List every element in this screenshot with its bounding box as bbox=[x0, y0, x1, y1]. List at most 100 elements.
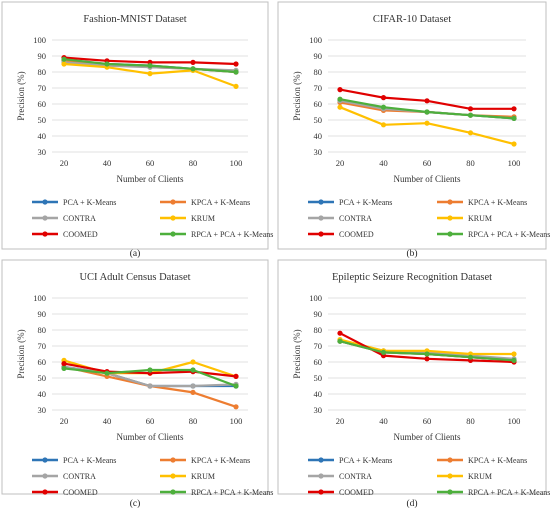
legend-label: RPCA + PCA + K-Means bbox=[191, 230, 273, 239]
data-point bbox=[104, 370, 110, 376]
data-point bbox=[380, 122, 387, 128]
data-point bbox=[233, 383, 239, 389]
chart-panel-c: UCI Adult Census Dataset 30 40 50 60 70 80 90 10… bbox=[1, 259, 273, 509]
legend-label: KRUM bbox=[191, 214, 215, 223]
y-axis-title: Precision (%) bbox=[16, 329, 26, 378]
y-tick-label: 70 bbox=[314, 83, 323, 93]
x-axis-title: Number of Clients bbox=[117, 432, 184, 442]
data-point bbox=[467, 130, 474, 136]
y-tick-label: 80 bbox=[314, 67, 323, 77]
legend-marker bbox=[170, 215, 176, 221]
legend-label: KRUM bbox=[468, 472, 492, 481]
x-tick-label: 20 bbox=[60, 416, 69, 426]
data-point bbox=[380, 104, 387, 110]
y-tick-label: 50 bbox=[38, 115, 47, 125]
data-point bbox=[61, 365, 67, 371]
legend-label: CONTRA bbox=[339, 472, 372, 481]
legend-label: CONTRA bbox=[339, 214, 372, 223]
x-tick-label: 60 bbox=[423, 416, 432, 426]
y-tick-label: 50 bbox=[314, 373, 323, 383]
legend-label: COOMED bbox=[339, 488, 374, 497]
legend-marker bbox=[447, 199, 453, 205]
y-tick-label: 90 bbox=[38, 51, 47, 61]
x-tick-label: 40 bbox=[103, 416, 112, 426]
data-point bbox=[424, 109, 430, 115]
x-axis-title: Number of Clients bbox=[117, 174, 184, 184]
data-point bbox=[380, 95, 387, 101]
y-tick-label: 60 bbox=[314, 99, 323, 109]
x-axis-title: Number of Clients bbox=[394, 432, 461, 442]
x-tick-label: 40 bbox=[103, 158, 112, 168]
x-tick-label: 80 bbox=[189, 158, 198, 168]
legend-marker bbox=[170, 473, 176, 479]
data-point bbox=[467, 354, 474, 360]
x-tick-label: 20 bbox=[336, 416, 345, 426]
legend-label: PCA + K-Means bbox=[63, 198, 116, 207]
y-tick-label: 60 bbox=[38, 99, 47, 109]
x-tick-label: 20 bbox=[336, 158, 345, 168]
y-tick-label: 90 bbox=[314, 309, 323, 319]
chart-panel-a: Fashion-MNIST Dataset 30 40 50 60 70 80 90 100 20… bbox=[1, 1, 273, 259]
y-tick-label: 70 bbox=[38, 341, 47, 351]
data-point bbox=[424, 98, 430, 104]
legend-label: KPCA + K-Means bbox=[468, 456, 527, 465]
y-tick-label: 70 bbox=[38, 83, 47, 93]
data-point bbox=[511, 357, 517, 363]
chart-title: UCI Adult Census Dataset bbox=[79, 272, 190, 283]
data-point bbox=[424, 351, 430, 357]
x-tick-label: 100 bbox=[508, 416, 521, 426]
legend-label: KPCA + K-Means bbox=[191, 456, 250, 465]
legend-marker bbox=[42, 199, 48, 205]
legend-marker bbox=[447, 473, 453, 479]
data-point bbox=[61, 61, 67, 67]
data-point bbox=[337, 104, 343, 110]
data-point bbox=[147, 367, 153, 373]
x-tick-label: 80 bbox=[466, 416, 475, 426]
panel-caption: (a) bbox=[130, 248, 141, 259]
data-point bbox=[511, 115, 517, 121]
y-tick-label: 100 bbox=[309, 35, 322, 45]
x-tick-label: 60 bbox=[423, 158, 432, 168]
chart-panel-b: CIFAR-10 Dataset 30 40 50 60 70 80 90 100 20 40 60 8… bbox=[277, 1, 550, 259]
x-tick-label: 100 bbox=[230, 158, 243, 168]
x-tick-label: 60 bbox=[146, 158, 155, 168]
y-tick-label: 80 bbox=[314, 325, 323, 335]
legend-label: KPCA + K-Means bbox=[468, 198, 527, 207]
data-point bbox=[511, 106, 517, 112]
legend-marker bbox=[170, 231, 176, 237]
y-tick-label: 40 bbox=[38, 389, 47, 399]
data-point bbox=[147, 71, 153, 77]
data-point bbox=[424, 356, 430, 362]
legend-label: COOMED bbox=[339, 230, 374, 239]
x-tick-label: 100 bbox=[230, 416, 243, 426]
legend-marker bbox=[447, 457, 453, 463]
chart-title: Epileptic Seizure Recognition Dataset bbox=[332, 272, 492, 283]
legend-marker bbox=[170, 199, 176, 205]
x-tick-label: 20 bbox=[60, 158, 69, 168]
data-point bbox=[424, 120, 430, 126]
x-tick-label: 80 bbox=[189, 416, 198, 426]
panel-caption: (b) bbox=[406, 248, 417, 259]
panel-frame bbox=[277, 1, 547, 250]
data-point bbox=[190, 66, 196, 72]
y-tick-label: 40 bbox=[314, 131, 323, 141]
panel-caption: (c) bbox=[130, 498, 141, 509]
legend-label: KRUM bbox=[468, 214, 492, 223]
x-tick-label: 40 bbox=[379, 416, 388, 426]
y-tick-label: 30 bbox=[38, 147, 47, 157]
legend-marker bbox=[170, 489, 176, 495]
legend-marker bbox=[42, 489, 48, 495]
panel-frame bbox=[1, 1, 269, 250]
data-point bbox=[511, 351, 517, 357]
legend-label: CONTRA bbox=[63, 214, 96, 223]
legend-label: KPCA + K-Means bbox=[191, 198, 250, 207]
legend-label: KRUM bbox=[191, 472, 215, 481]
legend-marker bbox=[447, 489, 453, 495]
legend-marker bbox=[42, 231, 48, 237]
y-tick-label: 60 bbox=[314, 357, 323, 367]
legend-marker bbox=[318, 215, 324, 221]
data-point bbox=[233, 69, 239, 75]
panel-frame bbox=[1, 259, 269, 495]
data-point bbox=[190, 359, 196, 365]
